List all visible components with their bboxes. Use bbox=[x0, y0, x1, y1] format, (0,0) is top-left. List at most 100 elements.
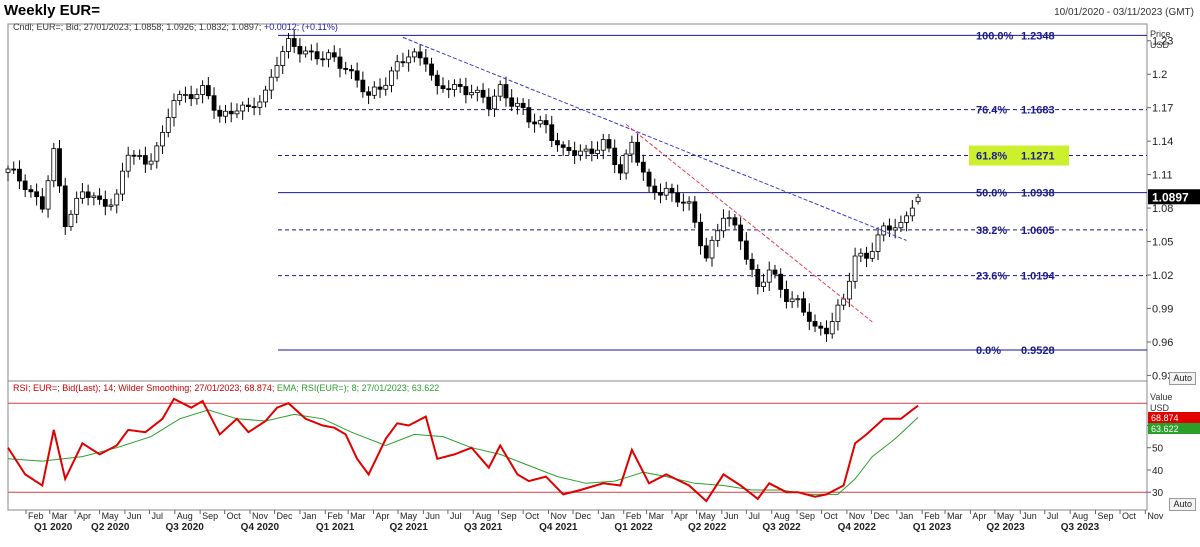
rsi-tick-label: 30 bbox=[1152, 488, 1164, 499]
candle-body bbox=[623, 153, 629, 174]
month-label: Jan bbox=[600, 511, 615, 521]
candle-body bbox=[234, 110, 240, 115]
candle-body bbox=[354, 70, 360, 81]
fib-price-label: 1.0605 bbox=[1021, 225, 1055, 237]
month-label: Feb bbox=[327, 511, 343, 521]
rsi-axis-unit: USD bbox=[1150, 403, 1170, 413]
candle-body bbox=[503, 84, 509, 99]
candle-body bbox=[663, 187, 669, 196]
price-tick-label: 1.23 bbox=[1152, 36, 1173, 48]
fib-price-label: 1.0938 bbox=[1021, 188, 1055, 200]
candle-body bbox=[526, 107, 532, 123]
candle-body bbox=[177, 94, 183, 101]
fib-highlight bbox=[969, 145, 1069, 166]
candle-body bbox=[125, 154, 131, 172]
month-label: Jun bbox=[127, 511, 142, 521]
candle-body bbox=[377, 86, 383, 90]
chart-frame bbox=[7, 23, 1148, 511]
month-label: Nov bbox=[849, 511, 866, 521]
month-label: Jun bbox=[425, 511, 440, 521]
candle-body bbox=[887, 225, 892, 231]
candle-body bbox=[486, 96, 492, 110]
rsi-value-box bbox=[1148, 412, 1200, 423]
price-auto-scale-button[interactable]: Auto bbox=[1169, 372, 1196, 385]
candle-body bbox=[784, 288, 789, 302]
candle-body bbox=[898, 221, 904, 229]
rsi-auto-scale-button[interactable]: Auto bbox=[1169, 498, 1196, 511]
rsi-legend-main: RSI; EUR=; Bid(Last); 14; Wilder Smoothi… bbox=[13, 383, 277, 393]
quarter-label: Q4 2022 bbox=[838, 522, 877, 533]
candle-body bbox=[171, 100, 177, 118]
candle-body bbox=[915, 196, 921, 203]
rsi-tick-label: 50 bbox=[1152, 444, 1164, 455]
candle-body bbox=[371, 86, 377, 96]
candle-body bbox=[108, 204, 114, 207]
candle-body bbox=[394, 61, 400, 72]
price-axis-unit: USD bbox=[1150, 40, 1170, 50]
candle-body bbox=[274, 65, 280, 78]
month-label: Dec bbox=[277, 511, 294, 521]
candle-body bbox=[57, 148, 62, 187]
candlestick-series bbox=[5, 29, 921, 342]
candle-body bbox=[366, 91, 371, 96]
candle-body bbox=[846, 280, 852, 300]
fib-level-label: 50.0% bbox=[976, 188, 1007, 200]
fib-price-label: 1.0194 bbox=[1021, 271, 1056, 283]
candle-body bbox=[732, 217, 738, 226]
candle-body bbox=[251, 106, 257, 108]
month-label: Nov bbox=[1147, 511, 1164, 521]
candle-body bbox=[188, 94, 194, 100]
candle-body bbox=[263, 89, 268, 103]
candle-body bbox=[755, 268, 761, 287]
candle-body bbox=[537, 120, 543, 125]
quarter-label: Q3 2023 bbox=[1061, 522, 1100, 533]
month-label: Oct bbox=[1122, 511, 1137, 521]
candle-body bbox=[904, 215, 910, 223]
month-label: Apr bbox=[972, 511, 986, 521]
fib-price-label: 1.1271 bbox=[1021, 151, 1055, 163]
price-legend-change: +0.0012; (+0.11%) bbox=[264, 22, 338, 32]
candle-body bbox=[291, 38, 297, 47]
candle-body bbox=[297, 46, 303, 55]
candle-body bbox=[635, 141, 641, 163]
month-label: Apr bbox=[375, 511, 389, 521]
candle-body bbox=[423, 57, 429, 65]
candle-body bbox=[532, 121, 537, 125]
month-label: Nov bbox=[252, 511, 269, 521]
candle-body bbox=[612, 147, 618, 166]
month-label: May bbox=[102, 511, 120, 521]
candle-body bbox=[165, 117, 171, 133]
candle-body bbox=[308, 50, 314, 53]
ema-value-box bbox=[1148, 423, 1200, 434]
candle-body bbox=[154, 145, 160, 162]
price-legend: Cndl; EUR=; Bid; 27/01/2023; 1.0858; 1.0… bbox=[13, 22, 338, 32]
chart-title: Weekly EUR= bbox=[4, 2, 101, 19]
month-label: Apr bbox=[674, 511, 688, 521]
candle-body bbox=[183, 94, 188, 96]
candle-body bbox=[268, 76, 274, 91]
candle-body bbox=[429, 63, 434, 76]
candle-body bbox=[80, 191, 85, 199]
fib-level-label: 23.6% bbox=[976, 271, 1007, 283]
candle-body bbox=[406, 56, 412, 64]
candle-body bbox=[383, 84, 389, 90]
month-label: Dec bbox=[873, 511, 890, 521]
candle-body bbox=[257, 101, 263, 108]
candle-body bbox=[709, 239, 715, 259]
candle-body bbox=[766, 269, 772, 283]
price-tick-label: 1.11 bbox=[1152, 170, 1173, 182]
month-label: Feb bbox=[626, 511, 642, 521]
candle-body bbox=[560, 144, 566, 148]
month-label: Sep bbox=[202, 511, 218, 521]
quarter-label: Q3 2020 bbox=[165, 522, 204, 533]
candle-body bbox=[97, 195, 102, 200]
candle-body bbox=[835, 304, 841, 322]
last-price-box bbox=[1148, 189, 1200, 205]
month-label: Aug bbox=[1072, 511, 1088, 521]
quarter-label: Q4 2021 bbox=[539, 522, 578, 533]
month-label: Jul bbox=[1047, 511, 1059, 521]
candle-body bbox=[801, 298, 806, 313]
candle-body bbox=[148, 160, 154, 165]
month-label: Jul bbox=[151, 511, 163, 521]
